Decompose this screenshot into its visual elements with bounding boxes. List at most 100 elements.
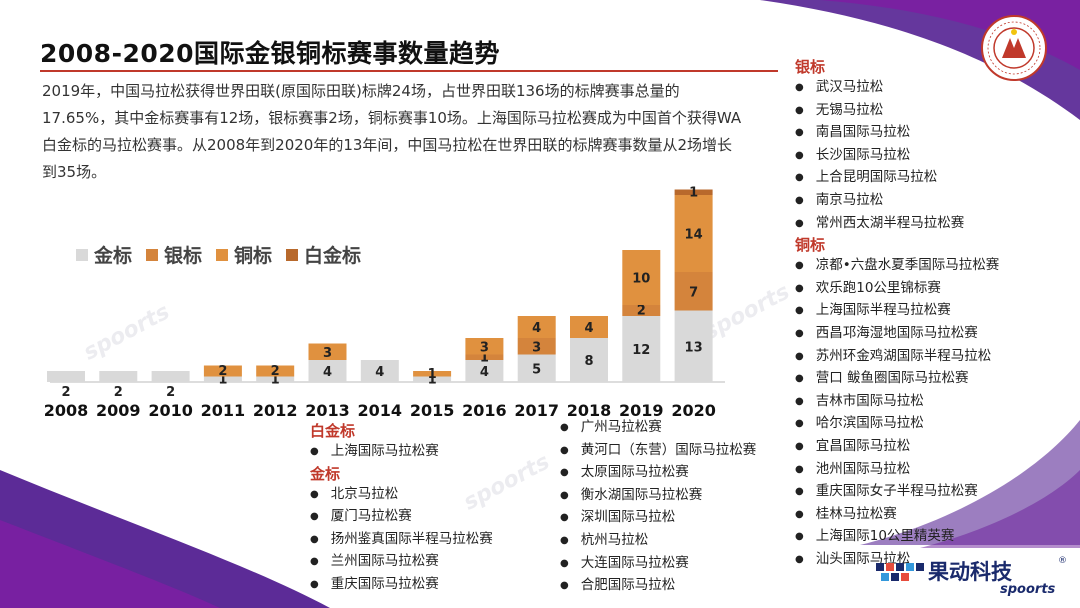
bar-segment xyxy=(622,305,661,316)
bar-segment xyxy=(674,195,713,272)
bar-segment xyxy=(151,371,190,382)
brand-registered-mark: ® xyxy=(1058,556,1067,566)
legend-label: 银标 xyxy=(164,245,203,267)
data-label: 7 xyxy=(689,285,698,300)
bar-segment xyxy=(413,371,452,377)
list-item: 重庆国际马拉松赛 xyxy=(310,574,493,597)
list-item: 汕头国际马拉松 xyxy=(795,549,999,572)
data-label: 4 xyxy=(323,365,332,380)
list-item: 凉都•六盘水夏季国际马拉松赛 xyxy=(795,255,999,278)
bar-segment xyxy=(622,250,661,305)
bar-segment xyxy=(465,354,504,360)
data-label: 2 xyxy=(218,364,227,379)
data-label: 2 xyxy=(271,364,280,379)
bar-segment xyxy=(99,371,138,382)
list-heading: 铜标 xyxy=(795,236,826,255)
bar-segment xyxy=(465,360,504,382)
list-item: 衡水湖国际马拉松赛 xyxy=(560,485,756,508)
bar-segment xyxy=(47,371,85,382)
list-item: 上海国际半程马拉松赛 xyxy=(795,300,999,323)
list-item: 营口 鲅鱼圈国际马拉松赛 xyxy=(795,368,999,391)
list-item: 扬州鉴真国际半程马拉松赛 xyxy=(310,529,493,552)
x-tick-label: 2017 xyxy=(514,401,559,420)
list-item: 常州西太湖半程马拉松赛 xyxy=(795,213,999,236)
data-label: 4 xyxy=(375,365,384,380)
bar-segment xyxy=(674,272,713,311)
list-item: 厦门马拉松赛 xyxy=(310,506,493,529)
legend-swatch-silver xyxy=(146,248,159,261)
legend-item: 白金标 xyxy=(286,241,361,268)
bar-segment xyxy=(256,365,295,377)
data-label: 2 xyxy=(166,385,175,400)
x-tick-label: 2011 xyxy=(201,401,246,420)
bar-segment xyxy=(203,376,242,382)
data-label: 4 xyxy=(584,321,593,336)
legend-swatch-gold xyxy=(76,248,88,261)
bar-segment xyxy=(517,338,556,355)
data-label: 1 xyxy=(689,185,698,200)
list-item: 杭州马拉松 xyxy=(560,530,756,553)
list-item: 哈尔滨国际马拉松 xyxy=(795,413,999,436)
bar-segment xyxy=(570,316,608,338)
x-tick-label: 2009 xyxy=(96,401,141,420)
data-label: 1 xyxy=(480,350,489,365)
list-item: 南昌国际马拉松 xyxy=(795,122,999,145)
data-label: 1 xyxy=(271,372,280,387)
data-label: 10 xyxy=(632,272,650,287)
bar-segment xyxy=(674,189,713,195)
bar-segment xyxy=(517,354,556,382)
legend-label: 白金标 xyxy=(304,245,362,267)
list-item: 北京马拉松 xyxy=(310,484,493,507)
x-tick-label: 2016 xyxy=(462,401,507,420)
legend-swatch-bronze xyxy=(216,248,229,261)
data-label: 4 xyxy=(480,365,489,380)
list-item: 长沙国际马拉松 xyxy=(795,145,999,168)
gold-list-continued: 广州马拉松赛 黄河口（东营）国际马拉松赛 太原国际马拉松赛 衡水湖国际马拉松赛 … xyxy=(560,417,757,598)
x-tick-label: 2020 xyxy=(671,401,716,420)
platinum-list: 白金标 上海国际马拉松赛 金标 北京马拉松 厦门马拉松赛 扬州鉴真国际半程马拉松… xyxy=(310,421,493,597)
bar-segment xyxy=(674,310,713,382)
x-tick-label: 2010 xyxy=(148,401,193,420)
brand-name: 果动科技 xyxy=(928,560,1012,584)
x-tick-label: 2015 xyxy=(410,401,455,420)
list-item: 上海国际马拉松赛 xyxy=(310,441,493,464)
silver-bronze-list: 银标 武汉马拉松 无锡马拉松 南昌国际马拉松 长沙国际马拉松 上合昆明国际马拉松… xyxy=(795,57,999,571)
list-item: 宜昌国际马拉松 xyxy=(795,436,999,459)
chart-legend: 金标 银标 铜标 白金标 xyxy=(76,241,361,268)
data-label: 5 xyxy=(532,362,541,377)
x-tick-label: 2014 xyxy=(358,401,403,420)
legend-label: 铜标 xyxy=(234,245,273,267)
bar-segment xyxy=(413,376,452,382)
data-label: 4 xyxy=(532,321,541,336)
x-tick-label: 2012 xyxy=(253,401,298,420)
list-heading: 银标 xyxy=(795,58,826,76)
data-label: 1 xyxy=(218,372,227,387)
x-tick-label: 2013 xyxy=(305,401,350,420)
bar-segment xyxy=(256,376,295,382)
legend-label: 金标 xyxy=(94,245,133,267)
list-item: 深圳国际马拉松 xyxy=(560,507,756,530)
brand-logo-mark xyxy=(876,563,924,581)
data-label: 8 xyxy=(584,354,593,369)
list-item: 兰州国际马拉松赛 xyxy=(310,551,493,574)
x-tick-label: 2018 xyxy=(567,401,612,420)
list-item: 吉林市国际马拉松 xyxy=(795,391,999,414)
list-heading: 金标 xyxy=(310,464,341,483)
data-label: 3 xyxy=(532,340,541,355)
x-tick-label: 2019 xyxy=(619,401,664,420)
legend-item: 金标 xyxy=(76,241,132,268)
list-item: 无锡马拉松 xyxy=(795,100,999,123)
data-label: 14 xyxy=(685,228,703,243)
list-item: 桂林马拉松赛 xyxy=(795,504,999,527)
bar-segment xyxy=(517,316,556,338)
legend-item: 铜标 xyxy=(216,241,272,268)
title-underline xyxy=(40,70,778,72)
bar-segment xyxy=(308,343,347,360)
page-title: 2008-2020国际金银铜标赛事数量趋势 xyxy=(40,39,501,68)
list-item: 池州国际马拉松 xyxy=(795,459,999,482)
list-item: 重庆国际女子半程马拉松赛 xyxy=(795,481,999,504)
legend-item: 银标 xyxy=(146,241,202,268)
list-item: 上海国际10公里精英赛 xyxy=(795,526,999,549)
legend-swatch-platinum xyxy=(286,248,299,261)
bar-segment xyxy=(622,316,661,382)
